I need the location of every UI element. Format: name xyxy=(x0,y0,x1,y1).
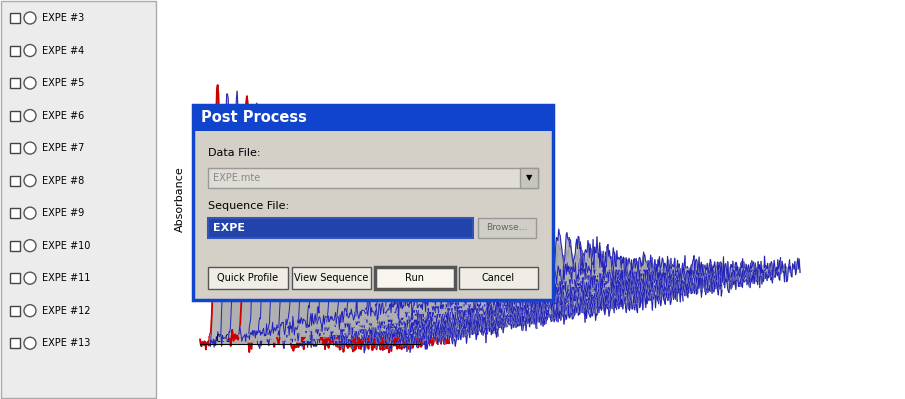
Text: 0.2: 0.2 xyxy=(215,282,232,292)
Bar xyxy=(10,13,20,23)
Polygon shape xyxy=(453,191,673,307)
Polygon shape xyxy=(210,94,430,353)
Polygon shape xyxy=(346,147,567,328)
Text: EXPE #3: EXPE #3 xyxy=(42,13,84,23)
Polygon shape xyxy=(463,199,683,305)
Bar xyxy=(459,267,538,289)
Text: Sequence File:: Sequence File: xyxy=(208,201,289,211)
Bar xyxy=(10,273,20,283)
Bar xyxy=(291,267,371,289)
Text: EXPE #6: EXPE #6 xyxy=(42,111,84,120)
Polygon shape xyxy=(541,229,761,290)
Polygon shape xyxy=(395,169,614,318)
Text: EXPE #4: EXPE #4 xyxy=(42,45,84,55)
Bar xyxy=(193,105,553,131)
Polygon shape xyxy=(259,105,479,342)
Polygon shape xyxy=(492,216,712,299)
Bar xyxy=(478,218,536,238)
Polygon shape xyxy=(337,148,557,330)
Text: Cancel: Cancel xyxy=(481,273,515,283)
Circle shape xyxy=(24,142,36,154)
Polygon shape xyxy=(531,220,751,292)
Polygon shape xyxy=(229,96,449,350)
Circle shape xyxy=(24,175,36,187)
Text: EXPE #8: EXPE #8 xyxy=(42,176,84,186)
Bar xyxy=(10,306,20,316)
Polygon shape xyxy=(356,154,576,323)
Circle shape xyxy=(24,77,36,89)
Circle shape xyxy=(24,45,36,57)
Polygon shape xyxy=(268,109,488,343)
Polygon shape xyxy=(327,142,547,332)
Text: EXPE #5: EXPE #5 xyxy=(42,78,84,88)
Text: Data File:: Data File: xyxy=(208,148,261,158)
Polygon shape xyxy=(482,206,702,301)
Text: Absorbance: Absorbance xyxy=(175,167,185,232)
Bar xyxy=(375,267,454,289)
Polygon shape xyxy=(502,206,722,297)
Bar xyxy=(10,78,20,88)
Polygon shape xyxy=(551,233,771,288)
Bar xyxy=(208,168,538,188)
Polygon shape xyxy=(386,168,605,320)
Text: EXPE #11: EXPE #11 xyxy=(42,273,90,283)
Bar xyxy=(10,176,20,186)
Polygon shape xyxy=(560,237,780,286)
Polygon shape xyxy=(298,125,518,335)
Polygon shape xyxy=(433,178,653,311)
Polygon shape xyxy=(512,213,732,296)
Circle shape xyxy=(24,110,36,122)
Text: Quick Profile: Quick Profile xyxy=(217,273,279,283)
Text: EXPE: EXPE xyxy=(213,223,245,233)
Polygon shape xyxy=(366,148,586,324)
Circle shape xyxy=(24,12,36,24)
Text: Browse...: Browse... xyxy=(486,223,528,233)
Polygon shape xyxy=(424,184,644,313)
Text: EXPE #10: EXPE #10 xyxy=(42,241,90,251)
Text: ▼: ▼ xyxy=(526,174,532,182)
Bar xyxy=(10,143,20,153)
Text: EXPE #9: EXPE #9 xyxy=(42,208,84,218)
Circle shape xyxy=(24,272,36,284)
Bar xyxy=(193,105,553,300)
Polygon shape xyxy=(472,191,693,302)
Polygon shape xyxy=(580,237,800,282)
Text: EXPE #12: EXPE #12 xyxy=(42,306,90,316)
Text: 0.0: 0.0 xyxy=(215,334,232,344)
Bar xyxy=(10,208,20,218)
Polygon shape xyxy=(570,241,790,284)
Bar xyxy=(1,1,156,398)
Circle shape xyxy=(24,240,36,252)
Polygon shape xyxy=(278,124,498,340)
Bar xyxy=(10,241,20,251)
Polygon shape xyxy=(239,103,459,349)
Bar xyxy=(10,111,20,120)
Polygon shape xyxy=(443,190,663,309)
Polygon shape xyxy=(249,105,469,345)
Polygon shape xyxy=(220,91,440,352)
Bar xyxy=(208,267,288,289)
Polygon shape xyxy=(405,173,624,316)
Circle shape xyxy=(24,305,36,317)
Polygon shape xyxy=(288,121,508,336)
Text: EXPE #13: EXPE #13 xyxy=(42,338,90,348)
Polygon shape xyxy=(307,127,528,331)
Circle shape xyxy=(24,337,36,349)
Circle shape xyxy=(24,207,36,219)
Polygon shape xyxy=(376,158,595,322)
Text: View Sequence: View Sequence xyxy=(294,273,368,283)
Polygon shape xyxy=(200,85,420,353)
Polygon shape xyxy=(521,216,741,294)
Bar xyxy=(520,168,538,188)
Text: EXPE.mte: EXPE.mte xyxy=(213,173,261,183)
Polygon shape xyxy=(414,174,634,315)
Polygon shape xyxy=(317,129,537,332)
Text: Post Process: Post Process xyxy=(201,111,307,126)
Bar xyxy=(208,218,473,238)
Text: EXPE #7: EXPE #7 xyxy=(42,143,84,153)
Text: Run: Run xyxy=(405,273,424,283)
Bar xyxy=(10,338,20,348)
Bar xyxy=(10,45,20,55)
